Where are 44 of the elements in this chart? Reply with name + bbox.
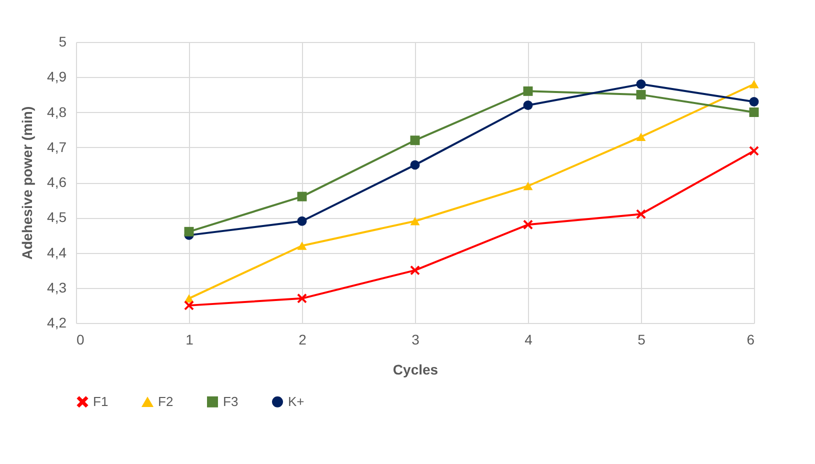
x-tick-label: 2	[298, 332, 307, 348]
point	[184, 300, 194, 310]
x-tick-label: 4	[524, 332, 533, 348]
y-tick-label: 5	[58, 34, 67, 50]
y-tick-label: 4,5	[47, 209, 67, 226]
point	[636, 209, 646, 219]
y-axis-title: Adehesive power (min)	[19, 106, 36, 260]
point	[410, 160, 420, 170]
point	[749, 80, 759, 88]
point	[410, 136, 420, 146]
y-tick-label: 4,9	[47, 68, 67, 85]
y-tick-label: 4,3	[47, 279, 67, 296]
point	[297, 294, 307, 304]
x-axis-title: Cycles	[392, 362, 438, 378]
y-tick-label: 4,2	[47, 314, 67, 330]
y-tick-label: 4,7	[47, 138, 67, 155]
point	[184, 226, 194, 236]
point	[523, 220, 533, 230]
x-tick-label: 1	[186, 332, 194, 348]
point	[523, 182, 533, 190]
point	[749, 146, 759, 156]
point	[749, 108, 759, 117]
x-tick-label: 5	[638, 332, 646, 348]
x-tick-label: 6	[746, 332, 755, 348]
point	[297, 216, 307, 226]
point	[410, 217, 420, 226]
point	[523, 86, 533, 96]
point	[523, 100, 533, 110]
legend-label: F2	[158, 394, 174, 410]
point	[749, 96, 759, 106]
point	[297, 242, 307, 250]
x-tick-label: 0	[76, 332, 84, 348]
point	[297, 192, 307, 202]
y-tick-label: 4,6	[47, 174, 67, 190]
point	[636, 79, 646, 89]
legend-label: F3	[223, 394, 238, 409]
point	[636, 132, 646, 141]
y-tick-label: 4,4	[47, 244, 67, 260]
legend-label: F1	[93, 394, 108, 409]
y-tick-label: 4,8	[47, 104, 67, 120]
legend-label: K+	[288, 394, 304, 409]
x-tick-label: 3	[412, 332, 420, 348]
point	[410, 266, 420, 276]
point	[636, 90, 646, 100]
